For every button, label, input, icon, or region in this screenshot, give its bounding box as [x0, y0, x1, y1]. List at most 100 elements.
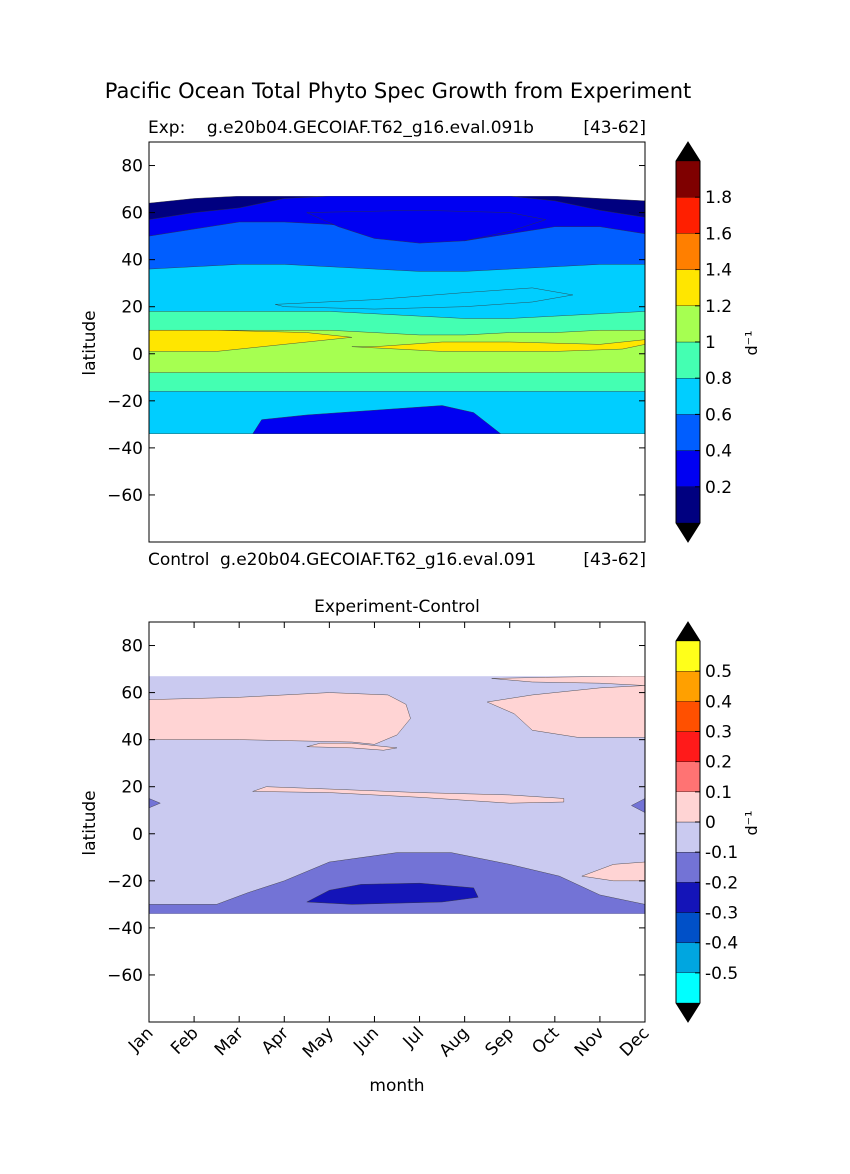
colorbar-tick-label: 1.8	[705, 188, 732, 208]
top-panel: Exp: g.e20b04.GECOIAF.T62_g16.eval.091b …	[80, 118, 761, 570]
colorbar-tick-label: 0.4	[705, 442, 732, 462]
top-colorbar-label: d⁻¹	[742, 330, 761, 355]
x-tick-label: Mar	[211, 1023, 248, 1060]
colorbar-tick-label: 0.2	[705, 753, 732, 773]
y-tick-label: 0	[132, 825, 143, 845]
colorbar-segment	[675, 671, 701, 702]
y-tick-label: 60	[121, 684, 143, 704]
colorbar-segment	[675, 269, 701, 306]
contour-patch-4	[252, 405, 502, 434]
colorbar-segment	[675, 942, 701, 973]
colorbar-tick-label: 1.2	[705, 297, 732, 317]
colorbar-tick-label: 0.1	[705, 783, 732, 803]
axes-frame	[148, 141, 646, 543]
colorbar-segment	[675, 972, 701, 1004]
colorbar-segment	[675, 882, 701, 913]
colorbar-segment	[675, 341, 701, 379]
colorbar-tick-label: -0.5	[705, 964, 738, 984]
figure-title: Pacific Ocean Total Phyto Spec Growth fr…	[105, 79, 692, 103]
contour-patch-2	[252, 786, 565, 804]
y-tick-label: 40	[121, 731, 143, 751]
contour-layer	[149, 196, 645, 434]
colorbar-segment	[675, 486, 701, 524]
bottom-panel: Experiment-Control 80 60 40 20 0 −20 −40 −60 Ja…	[80, 597, 761, 1096]
colorbar-segment	[675, 912, 701, 943]
contour-patch-3	[581, 861, 645, 882]
colorbar-extend-max	[676, 142, 700, 161]
colorbar-segment	[675, 731, 701, 762]
x-tick-label: Aug	[436, 1023, 474, 1061]
colorbar-extend-min	[676, 523, 700, 542]
y-tick-label: −40	[107, 919, 143, 939]
colorbar-tick-label: 0.6	[705, 405, 732, 425]
top-y-axis-label: latitude	[80, 310, 100, 375]
colorbar-segment	[675, 378, 701, 415]
colorbar-tick-label: -0.1	[705, 843, 738, 863]
y-tick-label: −60	[107, 486, 143, 506]
colorbar-tick-label: -0.3	[705, 904, 738, 924]
y-tick-label: 60	[121, 204, 143, 224]
x-tick-label: Oct	[528, 1023, 563, 1058]
bottom-contour-plot	[148, 621, 646, 1023]
contour-patch-5	[491, 676, 645, 686]
x-tick-label: May	[299, 1023, 338, 1062]
x-tick-label: Dec	[616, 1023, 653, 1060]
colorbar-segment	[675, 305, 701, 343]
bottom-x-axis-label: month	[369, 1076, 424, 1096]
x-tick-label: Jun	[349, 1023, 383, 1057]
colorbar-segment	[675, 701, 701, 732]
colorbar-segment	[675, 160, 701, 198]
colorbar-segment	[675, 233, 701, 270]
control-years: [43-62]	[583, 550, 646, 570]
colorbar-tick-label: 0.8	[705, 369, 732, 389]
colorbar-segment	[675, 852, 701, 883]
colorbar-tick-label: 0.3	[705, 723, 732, 743]
x-tick-label: Sep	[481, 1023, 518, 1060]
contour-patch-8	[149, 798, 161, 809]
y-tick-label: 80	[121, 637, 143, 657]
y-tick-label: 20	[121, 298, 143, 318]
contour-patch-6	[149, 852, 645, 914]
top-contour-plot	[148, 141, 646, 543]
control-run-name: g.e20b04.GECOIAF.T62_g16.eval.091	[220, 550, 536, 570]
y-tick-label: 80	[121, 157, 143, 177]
colorbar-segment	[675, 450, 701, 487]
bottom-colorbar: -0.5 -0.4 -0.3 -0.2 -0.1 0 0.1 0.2 0.3 0.4 0.5	[675, 621, 738, 1023]
axes-frame	[148, 621, 646, 1023]
colorbar-segment	[675, 761, 701, 792]
contour-patch-7	[306, 882, 479, 905]
top-title-right: [43-62]	[583, 118, 646, 138]
top-colorbar: 0.2 0.4 0.6 0.8 1 1.2 1.4 1.6 1.8	[675, 141, 732, 543]
colorbar-segment	[675, 197, 701, 234]
y-tick-label: 40	[121, 251, 143, 271]
colorbar-tick-label: -0.2	[705, 873, 738, 893]
contour-patch-0	[149, 330, 352, 352]
colorbar-outline	[675, 621, 701, 1023]
colorbar-tick-label: 0	[705, 813, 716, 833]
contour-patch-1	[486, 685, 645, 738]
contour-patch-9	[631, 798, 645, 813]
contour-patch-1	[351, 339, 645, 352]
colorbar-tick-label: 1	[705, 333, 716, 353]
contour-patch-0	[149, 692, 411, 745]
colorbar-tick-label: -0.4	[705, 934, 738, 954]
bottom-title: Experiment-Control	[314, 597, 480, 617]
bottom-y-axis: 80 60 40 20 0 −20 −40 −60	[107, 637, 645, 986]
colorbar-tick-label: 1.6	[705, 224, 732, 244]
bottom-colorbar-label: d⁻¹	[742, 810, 761, 835]
colorbar-segment	[675, 791, 701, 823]
colorbar-segment	[675, 821, 701, 853]
colorbar-tick-label: 0.5	[705, 662, 732, 682]
y-tick-label: −60	[107, 966, 143, 986]
contour-layer	[149, 676, 645, 914]
x-tick-label: Apr	[258, 1023, 293, 1058]
x-tick-label: Nov	[571, 1023, 609, 1061]
colorbar-tick-label: 1.4	[705, 261, 732, 281]
contour-patch-4	[306, 742, 398, 751]
contour-patch-2	[275, 287, 573, 310]
y-tick-label: 20	[121, 778, 143, 798]
colorbar-extend-min	[676, 1003, 700, 1022]
top-y-axis: 80 60 40 20 0 −20 −40 −60	[107, 157, 645, 506]
colorbar-segment	[675, 414, 701, 451]
bottom-y-axis-label: latitude	[80, 790, 100, 855]
